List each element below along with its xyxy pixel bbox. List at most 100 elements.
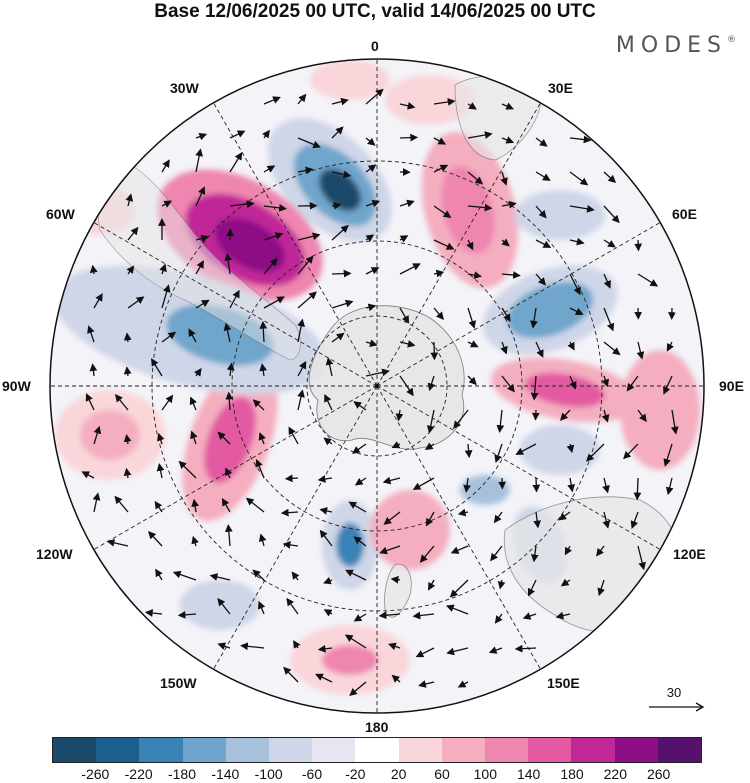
map-boundary bbox=[49, 58, 705, 714]
wind-arrow bbox=[433, 269, 445, 278]
wind-arrow bbox=[466, 239, 474, 251]
wind-arrow bbox=[382, 476, 401, 485]
anomaly-contour bbox=[620, 350, 700, 470]
wind-arrow bbox=[532, 477, 541, 493]
wind-arrow bbox=[585, 443, 605, 462]
wind-arrow bbox=[566, 443, 575, 454]
wind-arrow bbox=[569, 237, 585, 246]
wind-arrow bbox=[399, 340, 416, 348]
wind-arrow bbox=[323, 609, 333, 617]
wind-vectors bbox=[81, 88, 679, 697]
wind-arrow bbox=[378, 611, 401, 620]
wind-arrow bbox=[637, 273, 659, 287]
colorbar-tick-label: 20 bbox=[390, 766, 407, 782]
wind-arrow bbox=[319, 529, 333, 547]
wind-arrow bbox=[293, 640, 301, 649]
wind-arrow bbox=[494, 443, 503, 463]
wind-arrow bbox=[317, 644, 333, 653]
colorbar bbox=[52, 737, 702, 763]
wind-arrow bbox=[514, 644, 537, 653]
wind-arrow bbox=[501, 136, 515, 144]
wind-arrow bbox=[229, 289, 240, 309]
wind-arrow bbox=[391, 674, 401, 683]
wind-arrow bbox=[497, 579, 506, 590]
wind-arrow bbox=[365, 234, 375, 243]
wind-arrow bbox=[501, 375, 515, 393]
wind-arrow bbox=[331, 224, 349, 241]
wind-arrow bbox=[106, 539, 129, 547]
colorbar-ticks: -260 -220 -180 -140 -100 -60 -20 20 60 100 140 180 2… bbox=[52, 766, 702, 783]
graticule bbox=[50, 59, 704, 713]
chart-title: Base 12/06/2025 00 UTC, valid 14/06/2025… bbox=[154, 1, 596, 22]
wind-arrow bbox=[259, 320, 268, 343]
wind-arrow bbox=[515, 443, 537, 455]
wind-arrow bbox=[297, 137, 321, 149]
wind-arrow bbox=[501, 102, 514, 110]
colorbar-tick-label: 60 bbox=[434, 766, 450, 782]
wind-arrow bbox=[353, 613, 367, 622]
wind-arrow bbox=[177, 610, 197, 619]
wind-arrow bbox=[349, 681, 367, 697]
meridian-line bbox=[93, 222, 378, 387]
wind-arrow bbox=[353, 401, 367, 411]
wind-arrow bbox=[217, 642, 231, 650]
wind-arrow bbox=[297, 255, 314, 275]
wind-arrow bbox=[252, 569, 265, 581]
south-pole-marker bbox=[375, 384, 379, 388]
colorbar-swatch bbox=[571, 738, 615, 762]
anomaly-contour bbox=[80, 410, 140, 460]
wind-arrow bbox=[637, 545, 646, 571]
wind-arrow bbox=[229, 152, 243, 173]
wind-arrow bbox=[217, 597, 231, 615]
wind-arrow bbox=[288, 426, 299, 445]
lon-label-60w: 60W bbox=[46, 206, 75, 222]
wind-arrow bbox=[500, 171, 508, 186]
meridian-line bbox=[213, 102, 378, 387]
wind-arrow bbox=[390, 575, 401, 584]
south-america-shape bbox=[97, 159, 301, 361]
wind-arrow bbox=[496, 409, 505, 433]
wind-arrow bbox=[223, 322, 232, 343]
wind-arrow bbox=[446, 647, 469, 656]
wind-arrow bbox=[395, 409, 404, 422]
wind-arrow bbox=[325, 357, 334, 377]
wind-arrow bbox=[467, 171, 484, 185]
wind-arrow bbox=[354, 477, 367, 486]
wind-arrow bbox=[560, 578, 571, 587]
wind-arrow bbox=[125, 193, 134, 207]
wind-arrow bbox=[463, 477, 471, 493]
wind-arrow bbox=[623, 443, 639, 460]
wind-arrow bbox=[114, 394, 129, 411]
wind-arrow bbox=[263, 96, 281, 105]
colorbar-tick-label: -20 bbox=[345, 766, 366, 782]
wind-arrow bbox=[365, 137, 376, 146]
lon-label-180: 180 bbox=[365, 719, 389, 735]
wind-arrow bbox=[263, 165, 276, 173]
wind-arrow bbox=[224, 523, 233, 547]
wind-arrow bbox=[127, 226, 139, 241]
reference-vector-label: 30 bbox=[666, 685, 682, 700]
wind-arrow bbox=[161, 394, 174, 411]
colorbar-swatch bbox=[225, 738, 270, 762]
registered-mark: ® bbox=[727, 35, 736, 45]
anomaly-contour bbox=[166, 304, 274, 366]
wind-arrow bbox=[195, 186, 206, 207]
wind-arrow bbox=[535, 137, 548, 147]
wind-arrow bbox=[453, 409, 469, 429]
wind-arrow bbox=[93, 425, 102, 445]
wind-arrow bbox=[415, 647, 435, 658]
wind-arrow bbox=[427, 579, 436, 591]
wind-arrow bbox=[282, 541, 299, 549]
wind-arrow bbox=[263, 232, 284, 241]
colorbar-swatch bbox=[441, 738, 486, 762]
wind-arrow bbox=[161, 331, 177, 343]
anomaly-contour bbox=[322, 645, 378, 675]
anomaly-contour bbox=[441, 166, 495, 254]
colorbar-swatch bbox=[398, 738, 442, 762]
wind-arrow bbox=[297, 318, 305, 343]
wind-arrow bbox=[331, 170, 352, 179]
wind-arrow bbox=[297, 389, 305, 411]
wind-arrow bbox=[530, 545, 539, 563]
colorbar-swatch bbox=[485, 738, 529, 762]
wind-arrow bbox=[123, 433, 132, 445]
